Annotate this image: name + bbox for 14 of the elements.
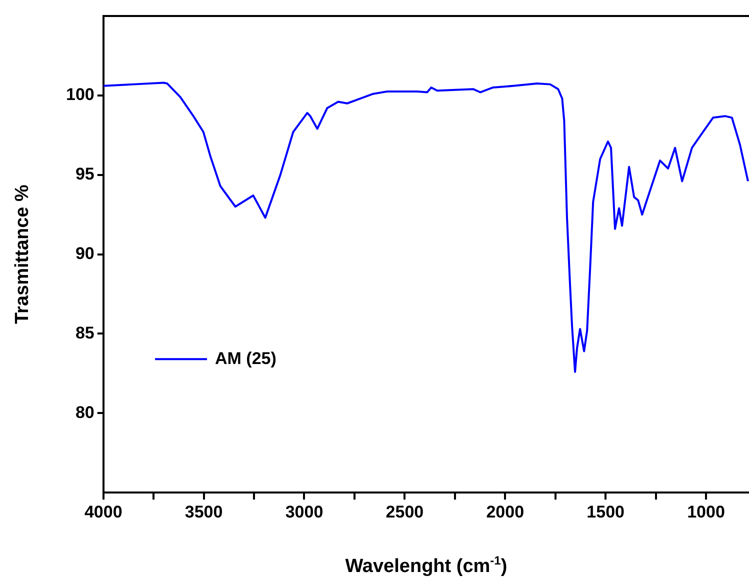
y-tick-label: 80 xyxy=(75,402,94,422)
x-tick-label: 4000 xyxy=(84,502,122,522)
x-tick-label: 2500 xyxy=(386,502,424,522)
legend-label: AM (25) xyxy=(215,348,276,368)
x-tick-label: 3500 xyxy=(184,502,223,522)
x-tick-label: 1000 xyxy=(687,502,725,522)
x-tick-label: 3000 xyxy=(285,502,324,522)
y-tick-label: 85 xyxy=(75,323,94,342)
y-tick-label: 100 xyxy=(66,85,94,104)
y-tick-label: 90 xyxy=(75,244,94,263)
x-tick-label: 1500 xyxy=(586,502,624,522)
y-tick-label: 95 xyxy=(75,164,94,184)
y-axis-title: Trasmittance % xyxy=(12,184,33,324)
x-tick-label: 2000 xyxy=(486,502,524,522)
